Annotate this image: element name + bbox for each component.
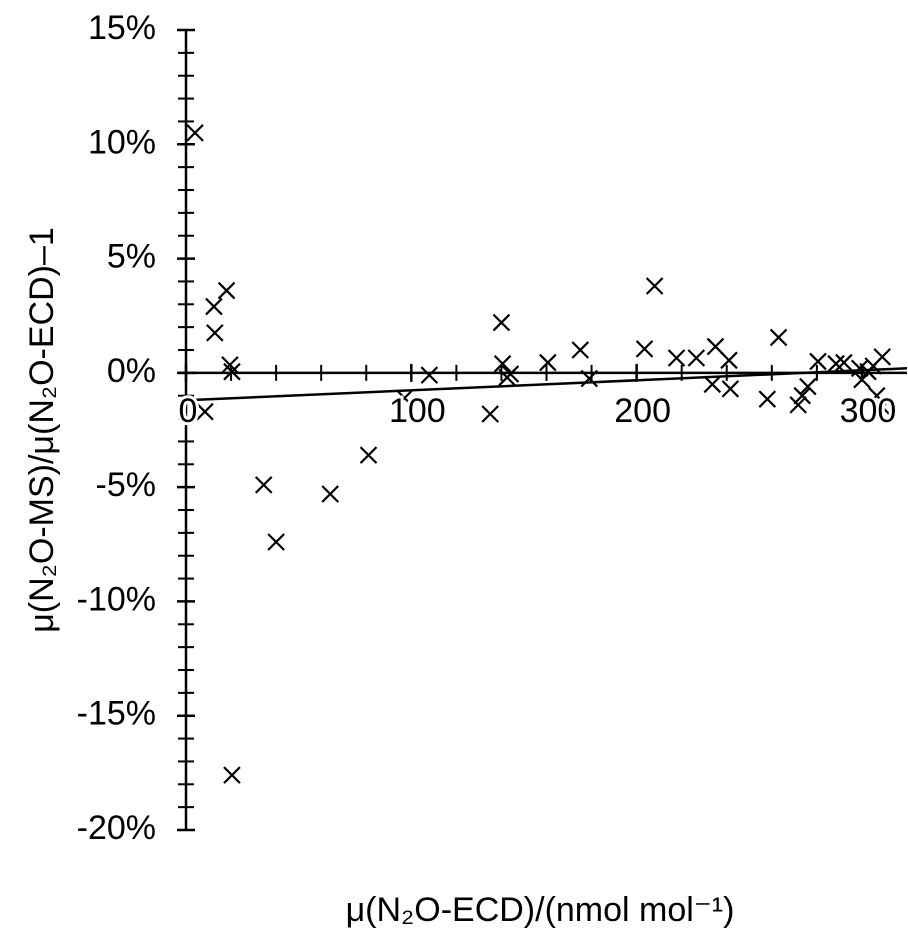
point [206,324,224,342]
point [835,353,853,372]
y-tick-label: 15% [88,9,156,47]
point [223,766,241,784]
point [481,405,499,423]
point [217,281,236,300]
y-tick-label: 5% [107,238,156,276]
y-tick-label: -20% [77,809,156,847]
point [493,354,512,373]
point [667,349,686,367]
y-tick-label: -10% [77,580,156,618]
point [809,352,827,371]
y-axis-title: μ(N₂O-MS)/μ(N₂O-ECD)–1 [23,227,61,633]
point [703,375,722,394]
point [267,533,285,551]
point [853,370,871,389]
point [395,389,414,407]
point [789,396,807,414]
point [580,369,599,388]
point [769,328,788,347]
point [223,362,241,381]
x-tick-label: 200 [614,392,671,430]
trend-line [185,367,908,402]
point [873,348,891,366]
y-tick-label: -15% [77,695,156,733]
point [420,366,439,384]
point [827,354,845,373]
point [221,356,239,374]
x-tick-label: 300 [840,392,897,430]
x-axis-title: μ(N₂O-ECD)/(nmol mol⁻¹) [346,891,735,929]
point [321,485,339,503]
point [635,340,654,358]
point [720,351,738,370]
point [359,446,378,464]
x-tick-label: 100 [389,392,446,430]
y-tick-label: 0% [107,352,156,390]
point [501,365,520,383]
point [793,386,812,405]
point [539,353,557,372]
point [492,313,511,332]
point [205,297,223,316]
point [196,402,214,421]
point [799,377,817,396]
point [873,398,891,416]
point [868,386,886,405]
point [571,341,590,359]
point [254,476,273,494]
x-tick-label: 0 [179,392,198,430]
point [706,337,725,356]
point [186,124,204,142]
y-tick-label: -5% [96,466,156,504]
point [645,277,664,295]
point [721,380,740,398]
point [758,390,777,408]
y-tick-label: 10% [88,123,156,161]
point [687,349,706,367]
